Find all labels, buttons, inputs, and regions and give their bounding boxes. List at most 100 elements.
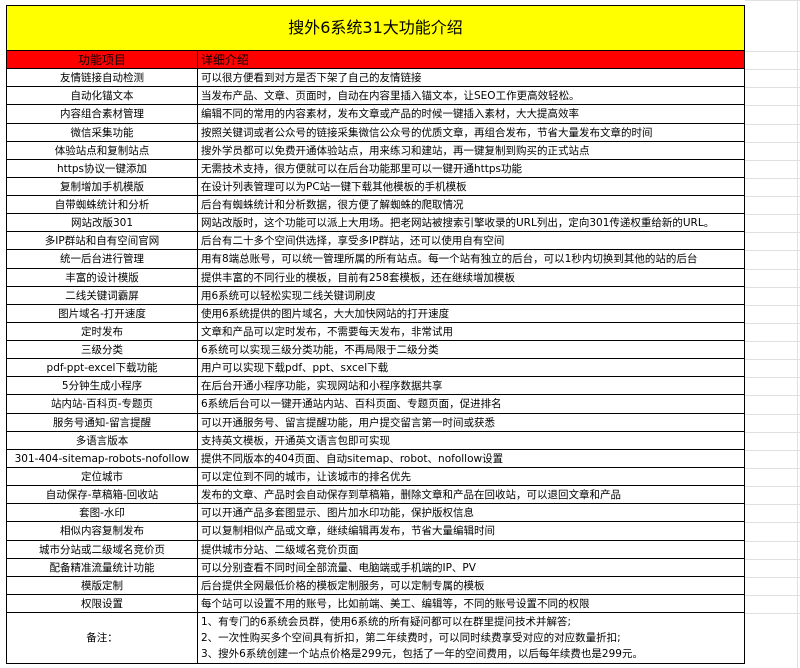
- grid-line: [797, 0, 798, 668]
- grid-line: [745, 359, 800, 361]
- note-text: 1、有专门的6系统会员群，使用6系统的所有疑问都可以在群里提问技术并解答; 2、一…: [198, 613, 745, 664]
- feature-detail: 可以分别查看不同时间全部流量、电脑端或手机端的IP、PV: [198, 558, 745, 577]
- feature-detail: 在设计列表管理可以为PC站一键下载其他模板的手机模板: [198, 177, 745, 197]
- feature-name: 自动保存-草稿箱-回收站: [6, 486, 198, 505]
- grid-line: [745, 177, 800, 179]
- grid-line: [745, 51, 800, 52]
- feature-detail: 后台有蜘蛛统计和分析数据，很方便了解蜘蛛的爬取情况: [198, 196, 745, 215]
- feature-detail: 无需技术支持，很方便就可以在后台功能那里可以一键开通https功能: [198, 159, 745, 178]
- grid-line: [745, 449, 800, 451]
- feature-name: 体验站点和复制站点: [6, 141, 198, 160]
- feature-name: 丰富的设计模版: [6, 268, 198, 287]
- feature-name: 权限设置: [6, 594, 198, 614]
- feature-detail: 可以开通服务号、留言提醒功能，用户提交留言第一时间或获悉: [198, 413, 745, 432]
- feature-detail: 按照关键词或者公众号的链接采集微信公众号的优质文章，再组合发布，节省大量发布文章…: [198, 123, 745, 142]
- grid-line: [745, 304, 800, 306]
- grid-line: [745, 87, 800, 89]
- grid-line: [745, 431, 800, 433]
- grid-line: [745, 467, 800, 469]
- feature-name: 友情链接自动检测: [6, 69, 198, 88]
- note-line: 1、有专门的6系统会员群，使用6系统的所有疑问都可以在群里提问技术并解答;: [201, 616, 572, 629]
- feature-name: 自动化锚文本: [6, 87, 198, 106]
- feature-detail: 用6系统可以轻松实现二线关键词刷皮: [198, 286, 745, 305]
- grid-line: [745, 286, 800, 288]
- feature-name: 多语言版本: [6, 431, 198, 450]
- grid-line: [745, 395, 800, 397]
- grid-line: [745, 322, 800, 324]
- grid-line: [745, 196, 800, 198]
- grid-line: [745, 341, 800, 343]
- column-header: 功能项目: [6, 51, 198, 70]
- feature-detail: 提供不同版本的404页面、自动sitemap、robot、nofollow设置: [198, 449, 745, 468]
- feature-name: 5分钟生成小程序: [6, 377, 198, 396]
- grid-line: [745, 594, 800, 596]
- feature-name: 二线关键词霸屏: [6, 286, 198, 305]
- feature-detail: 搜外学员都可以免费开通体验站点，用来练习和建站，再一键复制到购买的正式站点: [198, 141, 745, 160]
- feature-detail: 当发布产品、文章、页面时，自动在内容里插入锚文本，让SEO工作更高效轻松。: [198, 87, 745, 106]
- feature-name: 复制增加手机模版: [6, 177, 198, 197]
- grid-line: [745, 232, 800, 234]
- feature-name: 定位城市: [6, 467, 198, 487]
- feature-name: 定时发布: [6, 322, 198, 342]
- feature-name: 图片域名-打开速度: [6, 304, 198, 323]
- feature-name: 网站改版301: [6, 214, 198, 233]
- feature-name: 模版定制: [6, 576, 198, 595]
- feature-detail: 后台有二十多个空间供选择，享受多IP群站，还可以使用自有空间: [198, 232, 745, 251]
- feature-detail: 可以很方便看到对方是否下架了自己的友情链接: [198, 69, 745, 88]
- feature-detail: 后台提供全网最低价格的模板定制服务，可以定制专属的模板: [198, 576, 745, 595]
- feature-detail: 可以开通产品多套图显示、图片加水印功能，保护版权信息: [198, 504, 745, 523]
- feature-name: 三级分类: [6, 341, 198, 360]
- note-label: 备注：: [6, 613, 198, 664]
- feature-name: 自带蜘蛛统计和分析: [6, 196, 198, 215]
- feature-name: https协议一键添加: [6, 159, 198, 178]
- feature-detail: 网站改版时，这个功能可以派上大用场。把老网站被搜索引擎收录的URL列出，定向30…: [198, 214, 745, 233]
- feature-name: 城市分站或二级域名竞价页: [6, 540, 198, 559]
- title: 搜外6系统31大功能介绍: [6, 5, 745, 51]
- feature-name: pdf-ppt-excel下载功能: [6, 359, 198, 378]
- feature-detail: 文章和产品可以定时发布，不需要每天发布，非常试用: [198, 322, 745, 342]
- feature-detail: 用有8端总账号，可以统一管理所属的所有站点。每一个站有独立的后台，可以1秒内切换…: [198, 250, 745, 269]
- column-header: 详细介绍: [198, 51, 745, 70]
- feature-name: 内容组合素材管理: [6, 105, 198, 124]
- feature-detail: 可以复制相似产品或文章，继续编辑再发布，节省大量编辑时间: [198, 522, 745, 541]
- feature-name: 服务号通知-留言提醒: [6, 413, 198, 432]
- grid-line: [745, 377, 800, 379]
- grid-line: [745, 522, 800, 524]
- feature-detail: 可以定位到不同的城市，让该城市的排名优先: [198, 467, 745, 487]
- feature-name: 微信采集功能: [6, 123, 198, 142]
- feature-detail: 6系统可以实现三级分类功能，不再局限于二级分类: [198, 341, 745, 360]
- grid-line: [745, 250, 800, 252]
- grid-line: [745, 141, 800, 143]
- grid-line: [745, 0, 800, 1]
- grid-line: [745, 268, 800, 270]
- feature-detail: 提供丰富的不同行业的模板，目前有258套模板，还在继续增加模板: [198, 268, 745, 287]
- grid-line: [745, 123, 800, 125]
- grid-line: [745, 504, 800, 506]
- feature-detail: 编辑不同的常用的内容素材，发布文章或产品的时候一键插入素材，大大提高效率: [198, 105, 745, 124]
- feature-detail: 在后台开通小程序功能，实现网站和小程序数据共享: [198, 377, 745, 396]
- grid-line: [745, 105, 800, 107]
- feature-name: 套图-水印: [6, 504, 198, 523]
- feature-name: 多IP群站和自有空间官网: [6, 232, 198, 251]
- grid-line: [745, 486, 800, 488]
- grid-line: [745, 159, 800, 161]
- feature-detail: 发布的文章、产品时会自动保存到草稿箱，删除文章和产品在回收站，可以退回文章和产品: [198, 486, 745, 505]
- grid-line: [745, 214, 800, 216]
- feature-detail: 使用6系统提供的图片域名，大大加快网站的打开速度: [198, 304, 745, 323]
- grid-line: [745, 576, 800, 578]
- grid-line: [745, 558, 800, 560]
- note-line: 3、搜外6系统创建一个站点价格是299元，包括了一年的空间费用，以后每年续费也是…: [201, 648, 643, 661]
- feature-name: 配备精准流量统计功能: [6, 558, 198, 577]
- feature-name: 301-404-sitemap-robots-nofollow: [6, 449, 198, 468]
- grid-line: [745, 413, 800, 415]
- grid-line: [745, 540, 800, 542]
- feature-name: 统一后台进行管理: [6, 250, 198, 269]
- feature-name: 站内站-百科页-专题页: [6, 395, 198, 414]
- feature-detail: 用户可以实现下载pdf、ppt、sxcel下载: [198, 359, 745, 378]
- feature-detail: 提供城市分站、二级域名竞价页面: [198, 540, 745, 559]
- grid-line: [745, 613, 800, 615]
- note-line: 2、一次性购买多个空间具有折扣，第二年续费时，可以同时续费享受对应的对应数量折扣…: [201, 632, 621, 645]
- feature-detail: 支持英文模板，开通英文语言包即可实现: [198, 431, 745, 450]
- feature-name: 相似内容复制发布: [6, 522, 198, 541]
